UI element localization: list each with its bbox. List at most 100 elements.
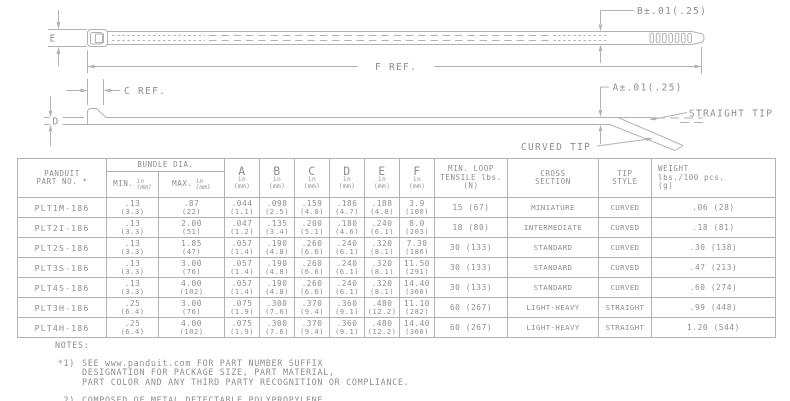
cell-a: .057 (1.4): [224, 257, 260, 278]
cell-bundle_max: 2.00 (51): [158, 217, 225, 238]
curved-tip-label: CURVED TIP: [521, 142, 591, 153]
cable-tie-drawing: E B±.01(.25) F REF. C REF. D A±.01(.25) …: [44, 6, 772, 153]
cell-f: 11.50 (291): [399, 257, 435, 278]
cell-weight: .30 (138): [651, 237, 776, 258]
cell-c: .370 (9.4): [294, 297, 330, 318]
cell-tip: CURVED: [598, 217, 652, 238]
cell-bundle_min: .25 (6.4): [106, 297, 159, 318]
cell-bundle_max: 4.00 (102): [158, 277, 225, 298]
cell-part: PLT3H-186: [17, 297, 107, 318]
header-cross-section: CROSS SECTION: [507, 158, 599, 198]
table-row: PLT4H-186.25 (6.4) 4.00 (102) .075 (1.9) .300(…: [17, 317, 776, 338]
cell-tip: CURVED: [598, 197, 652, 218]
cell-d: .180 (4.6): [329, 217, 365, 238]
cell-e: .320 (8.1): [364, 257, 400, 278]
notes-title: NOTES:: [55, 340, 90, 350]
cell-a: .057 (1.4): [224, 277, 260, 298]
cell-tensile: 18 (80): [434, 217, 508, 238]
c-ref-label: C REF.: [124, 86, 166, 97]
header-part-no: PANDUIT PART NO. *: [17, 158, 107, 198]
header-tensile: MIN. LOOP TENSILE lbs. (N): [434, 158, 508, 198]
notes-list: *1) SEE www.panduit.com FOR PART NUMBER S…: [55, 358, 410, 401]
table-row: PLT2I-186.13 (3.3) 2.00 (51) .047 (1.2) .135 (3…: [17, 217, 776, 238]
cell-c: .260 (6.6): [294, 257, 330, 278]
table-row: PLT3S-186.13 (3.3) 3.00 (76) .057 (1.4) .190 (4…: [17, 257, 776, 278]
cell-part: PLT1M-186: [17, 197, 107, 218]
note-item: *1) SEE www.panduit.com FOR PART NUMBER S…: [55, 358, 410, 387]
cell-c: .200 (5.1): [294, 217, 330, 238]
table-row: PLT3H-186.25 (6.4) 3.00 (76) .075 (1.9) .300 (7…: [17, 297, 776, 318]
cell-tensile: 30 (133): [434, 257, 508, 278]
cell-b: .190 (4.8): [259, 257, 295, 278]
cell-weight: .99 (448): [651, 297, 776, 318]
cell-tensile: 30 (133): [434, 277, 508, 298]
cell-tip: CURVED: [598, 257, 652, 278]
cell-e: .320 (8.1): [364, 237, 400, 258]
dim-d-label: D: [52, 117, 59, 128]
cell-e: .188 (4.8): [364, 197, 400, 218]
cell-cross: INTERMEDIATE: [507, 217, 599, 238]
cell-cross: STANDARD: [507, 257, 599, 278]
cell-b: .190 (4.8): [259, 277, 295, 298]
cable-tie-side-view: [44, 79, 703, 151]
header-tip-style: TIP STYLE: [598, 158, 652, 198]
cell-cross: LIGHT-HEAVY: [507, 297, 599, 318]
cell-bundle_max: .87 (22): [158, 197, 225, 218]
note-marker: *1): [57, 358, 75, 369]
cell-weight: .06 (28): [651, 197, 776, 218]
note-item: 2) COMPOSED OF METAL DETECTABLE POLYPROPY…: [55, 394, 409, 401]
cell-d: .240 (6.1): [329, 237, 365, 258]
cell-tensile: 60 (267): [434, 297, 508, 318]
dim-a-label: A±.01(.25): [613, 83, 683, 94]
cell-c: .159 (4.0): [294, 197, 330, 218]
cell-tensile: 30 (133): [434, 237, 508, 258]
cell-tensile: 60 (267): [434, 317, 508, 338]
cell-bundle_max: 4.00 (102): [158, 317, 225, 338]
cell-part: PLT3S-186: [17, 257, 107, 278]
cell-bundle_max: 3.00 (76): [158, 257, 225, 278]
cell-d: .240 (6.1): [329, 277, 365, 298]
cell-cross: STANDARD: [507, 277, 599, 298]
note-text: SEE www.panduit.com FOR PART NUMBER SUFF…: [82, 358, 410, 387]
cell-b: .135 (3.4): [259, 217, 295, 238]
cell-b: .300 (7.6): [259, 317, 295, 338]
cell-f: 14.40 (366): [399, 277, 435, 298]
dim-b-label: B±.01(.25): [637, 6, 707, 17]
cell-a: .075 (1.9): [224, 317, 260, 338]
cell-bundle_min: .13 (3.3): [106, 217, 159, 238]
header-bundle-max: MAX. in (mm): [158, 171, 225, 198]
dim-e-label: E: [49, 34, 56, 45]
cell-e: .480 (12.2): [364, 317, 400, 338]
cell-b: .190 (4.8): [259, 237, 295, 258]
cell-tip: STRAIGHT: [598, 317, 652, 338]
cell-weight: .18 (81): [651, 217, 776, 238]
cell-bundle_min: .13 (3.3): [106, 237, 159, 258]
cell-b: .098 (2.5): [259, 197, 295, 218]
cell-f: 7.30 (186): [399, 237, 435, 258]
cell-weight: 1.20 (544): [651, 317, 776, 338]
notes-section: NOTES: *1) SEE www.panduit.com FOR PART N…: [55, 340, 410, 401]
note-text: COMPOSED OF METAL DETECTABLE POLYPROPYLE…: [82, 394, 329, 401]
cell-bundle_max: 3.00 (76): [158, 297, 225, 318]
cell-d: .186 (4.7): [329, 197, 365, 218]
cell-bundle_min: .13 (3.3): [106, 197, 159, 218]
cell-bundle_min: .25 (6.4): [106, 317, 159, 338]
cell-e: .320 (8.1): [364, 277, 400, 298]
cell-b: .300 (7.6): [259, 297, 295, 318]
cell-c: .370 (9.4): [294, 317, 330, 338]
cell-part: PLT2I-186: [17, 217, 107, 238]
cell-d: .360 (9.1): [329, 297, 365, 318]
cell-part: PLT2S-186: [17, 237, 107, 258]
header-weight: WEIGHT lbs./100 pcs. (g): [651, 158, 776, 198]
cell-f: 14.40 (366): [399, 317, 435, 338]
cell-f: 8.0 (203): [399, 217, 435, 238]
cell-a: .047 (1.2): [224, 217, 260, 238]
